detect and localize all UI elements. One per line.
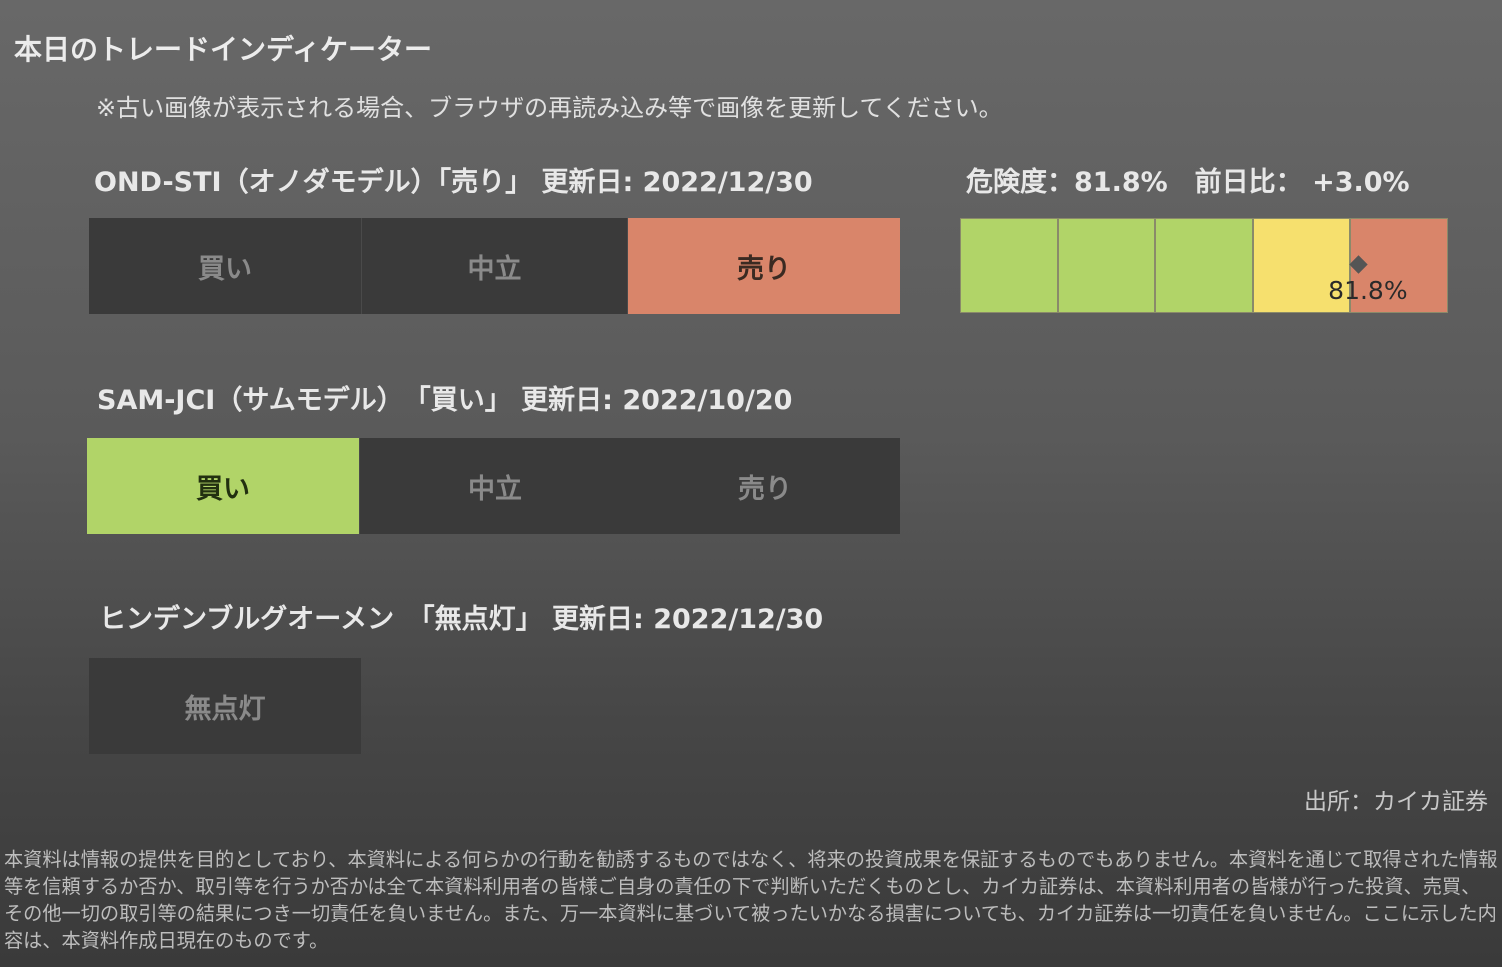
hindenburg-off: 無点灯	[89, 658, 361, 754]
risk-gauge	[960, 218, 1448, 313]
sam-jci-sell: 売り	[630, 438, 900, 534]
hindenburg-bar: 無点灯	[89, 658, 361, 754]
disclaimer: 本資料は情報の提供を目的としており、本資料による何らかの行動を勧誘するものではな…	[4, 848, 1498, 952]
ond-sti-buy: 買い	[89, 218, 362, 314]
risk-header: 危険度：81.8% 前日比： +3.0%	[966, 167, 1410, 198]
ond-sti-neutral: 中立	[362, 218, 628, 314]
sam-jci-header: SAM-JCI（サムモデル） 「買い」 更新日: 2022/10/20	[97, 385, 793, 416]
page-title: 本日のトレードインディケーター	[14, 33, 433, 66]
sam-jci-bar: 買い 中立 売り	[87, 438, 900, 534]
ond-sti-bar: 買い 中立 売り	[89, 218, 900, 314]
risk-segment-1	[960, 218, 1058, 313]
ond-sti-header: OND-STI（オノダモデル）「売り」 更新日: 2022/12/30	[94, 167, 813, 198]
sam-jci-neutral: 中立	[360, 438, 630, 534]
source-label: 出所：カイカ証券	[1304, 789, 1488, 815]
risk-segment-3	[1155, 218, 1253, 313]
sam-jci-buy-active: 買い	[87, 438, 360, 534]
hindenburg-header: ヒンデンブルグオーメン 「無点灯」 更新日: 2022/12/30	[99, 604, 824, 635]
refresh-note: ※古い画像が表示される場合、ブラウザの再読み込み等で画像を更新してください。	[96, 94, 1003, 122]
ond-sti-sell-active: 売り	[628, 218, 900, 314]
risk-value-label: 81.8%	[1328, 276, 1408, 305]
risk-segment-2	[1057, 218, 1156, 313]
